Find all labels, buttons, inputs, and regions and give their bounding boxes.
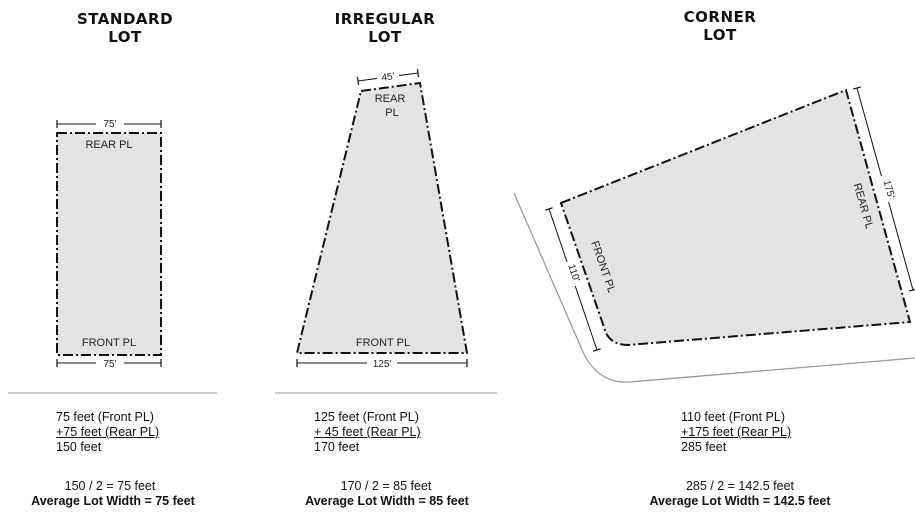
corner-lot: 110' FRONT PL 175' REAR PL: [513, 86, 915, 383]
irregular-front-dimension: 125': [373, 359, 392, 370]
irregular-calculation: 125 feet (Front PL) + 45 feet (Rear PL) …: [314, 410, 421, 455]
standard-calc-total: 150 feet: [56, 440, 102, 454]
standard-front-pl-label: FRONT PL: [82, 337, 136, 349]
irregular-calc-total: 170 feet: [314, 440, 360, 454]
irregular-calc-front: 125 feet (Front PL): [314, 410, 419, 424]
irregular-rear-label-line1: REAR: [375, 93, 406, 105]
standard-lot-parcel: [56, 132, 162, 356]
irregular-calc-rear: + 45 feet (Rear PL): [314, 425, 421, 439]
irregular-rear-label-line2: PL: [385, 107, 398, 119]
standard-calc-front: 75 feet (Front PL): [56, 410, 154, 424]
corner-calculation: 110 feet (Front PL) +175 feet (Rear PL) …: [681, 410, 791, 455]
standard-front-dimension: 75': [103, 359, 116, 370]
irregular-lot: 45' REAR PL FRONT PL 125': [295, 68, 469, 370]
irregular-average-width: Average Lot Width = 85 feet: [305, 494, 469, 508]
corner-average-width: Average Lot Width = 142.5 feet: [649, 494, 831, 508]
standard-rear-pl-label: REAR PL: [85, 139, 132, 151]
irregular-calc-half: 170 / 2 = 85 feet: [340, 479, 432, 493]
irregular-lot-parcel: [295, 81, 469, 354]
standard-calc-half: 150 / 2 = 75 feet: [64, 479, 156, 493]
standard-lot: 75' REAR PL FRONT PL 75': [56, 118, 162, 370]
corner-rear-dimension: 175': [881, 179, 897, 200]
corner-lot-parcel: [559, 88, 912, 347]
corner-street-edge: [513, 192, 915, 383]
standard-average-width: Average Lot Width = 75 feet: [31, 494, 195, 508]
standard-calc-rear: +75 feet (Rear PL): [56, 425, 160, 439]
irregular-rear-dimension: 45': [381, 71, 395, 84]
corner-lot-title: CORNER LOT: [683, 8, 757, 44]
irregular-front-pl-label: FRONT PL: [356, 337, 410, 349]
standard-lot-title: STANDARD LOT: [76, 10, 174, 46]
standard-rear-dimension: 75': [103, 119, 116, 130]
irregular-lot-title: IRREGULAR LOT: [334, 10, 436, 46]
corner-calc-front: 110 feet (Front PL): [681, 410, 785, 424]
corner-calc-half: 285 / 2 = 142.5 feet: [685, 479, 795, 493]
corner-calc-rear: +175 feet (Rear PL): [681, 425, 792, 439]
corner-calc-total: 285 feet: [681, 440, 727, 454]
standard-calculation: 75 feet (Front PL) +75 feet (Rear PL) 15…: [56, 410, 159, 455]
